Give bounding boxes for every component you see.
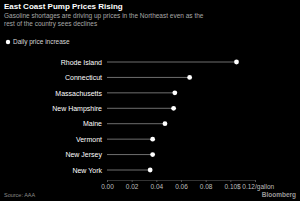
lollipop-dot	[163, 121, 168, 126]
x-tick: 0.02	[126, 180, 139, 190]
x-tick: 0.10	[225, 180, 238, 190]
lollipop-dot	[148, 168, 153, 173]
plot-area	[107, 60, 239, 173]
y-tick: Rhode Island	[61, 59, 106, 66]
subtitle: Gasoline shortages are driving up prices…	[4, 12, 209, 27]
y-tick: Maine	[83, 120, 106, 127]
lollipop-dot	[171, 106, 176, 111]
y-tick-label: New Jersey	[65, 151, 102, 159]
x-tick-label: 0.06	[175, 183, 188, 190]
y-tick-label: Vermont	[76, 136, 102, 143]
chart: East Coast Pump Prices Rising Daily price…	[0, 0, 300, 201]
x-tick-label: 0.10	[225, 183, 238, 190]
x-tick-label: $ 0.12/gallon	[237, 183, 275, 191]
x-tick: 0.04	[151, 180, 164, 190]
y-tick: Connecticut	[65, 74, 106, 81]
x-tick: 0.08	[200, 180, 213, 190]
lollipop-stem	[107, 170, 150, 171]
y-tick: Vermont	[76, 136, 106, 143]
legend: Daily price increase	[6, 38, 70, 46]
y-tick-label: New Hampshire	[52, 105, 102, 113]
lollipop-stem	[107, 154, 153, 155]
lollipop-dot	[150, 137, 155, 142]
title: East Coast Pump Prices Rising	[4, 2, 123, 11]
y-tick-label: Rhode Island	[61, 59, 102, 66]
y-tick-label: Connecticut	[65, 74, 102, 81]
lollipop-dot	[150, 152, 155, 157]
x-tick-label: 0.00	[101, 183, 114, 190]
lollipop-stem	[107, 92, 175, 93]
x-tick: $ 0.12/gallon	[237, 180, 275, 191]
y-tick: Massachusetts	[55, 90, 106, 97]
lollipop-dot	[187, 75, 192, 80]
page: {"chart_data": {"type": "lollipop", "tit…	[0, 0, 300, 201]
y-tick-label: New York	[72, 167, 102, 174]
x-tick: 0.06	[175, 180, 188, 190]
x-tick-label: 0.04	[151, 183, 164, 190]
lollipop-stem	[107, 123, 165, 124]
lollipop-stem	[107, 62, 237, 63]
lollipop-stem	[107, 108, 174, 109]
legend-marker	[6, 40, 10, 44]
y-tick: New Jersey	[65, 151, 106, 159]
y-tick: New York	[72, 167, 106, 174]
lollipop-stem	[107, 139, 153, 140]
x-tick-label: 0.08	[200, 183, 213, 190]
credit: Bloomberg	[262, 191, 296, 199]
x-tick: 0.00	[101, 180, 114, 190]
y-tick-label: Maine	[83, 120, 102, 127]
lollipop-stem	[107, 77, 190, 78]
y-tick-label: Massachusetts	[55, 90, 102, 97]
x-axis: 0.00 0.02 0.04 0.06 0.08 0.10$ 0.12/gallon	[101, 180, 274, 191]
source: Source: AAA	[4, 192, 36, 198]
lollipop-dot	[234, 60, 239, 65]
y-tick: New Hampshire	[52, 105, 106, 113]
lollipop-dot	[172, 90, 177, 95]
x-tick-label: 0.02	[126, 183, 139, 190]
y-axis: Rhode Island Connecticut Massachusetts New …	[52, 59, 106, 174]
legend-label: Daily price increase	[13, 38, 70, 46]
